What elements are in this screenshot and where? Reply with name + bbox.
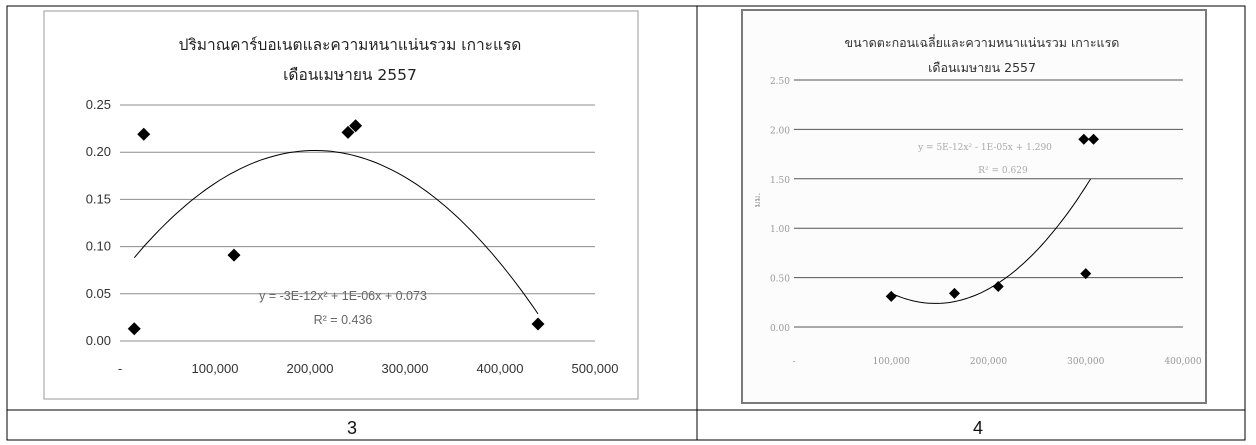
chart-3-data-point (227, 248, 241, 262)
chart-3-equation: y = -3E-12x² + 1E-06x + 0.073 (259, 289, 427, 303)
chart-4-trendline (891, 178, 1092, 304)
chart-3-gridlines (120, 104, 595, 342)
chart-3-data-point (531, 317, 545, 331)
chart-4-data-point (885, 290, 897, 302)
chart-3-x-tick-label: 300,000 (382, 361, 429, 376)
chart-4-y-tick-label: 0.00 (770, 324, 790, 334)
chart-4-y-tick-label: 1.00 (770, 225, 790, 235)
chart-3-data-point (137, 127, 151, 141)
chart-3-data-point (341, 125, 355, 139)
chart-3-y-tick-label: 0.05 (86, 286, 111, 301)
chart-3-x-tick-label: 500,000 (572, 361, 619, 376)
chart-4-y-tick-label: 2.00 (770, 126, 790, 136)
chart-3-x-tick-label: 400,000 (477, 361, 524, 376)
chart-4-points (885, 133, 1100, 302)
chart-4-y-tick-label: 1.50 (770, 176, 790, 186)
chart-4-data-point (1080, 268, 1092, 280)
chart-3-x-tick-label: 100,000 (192, 361, 239, 376)
caption-4: 4 (973, 418, 983, 438)
chart-4-gridlines (794, 79, 1183, 328)
chart-3-frame (43, 10, 639, 400)
chart-3-x-tick-label: - (118, 361, 122, 376)
chart-4-equation: y = 5E-12x² - 1E-05x + 1.290 (917, 143, 1052, 153)
chart-4-x-tick-labels: - 100,000 200,000 300,000 400,000 (792, 357, 1201, 367)
chart-4-x-tick-label: - (792, 357, 795, 367)
chart-4-data-point (1078, 133, 1090, 145)
chart-4-x-tick-label: 100,000 (873, 357, 910, 367)
chart-3-y-tick-label: 0.10 (86, 239, 111, 254)
chart-4-data-point (992, 280, 1004, 292)
chart-4-frame (741, 9, 1207, 404)
chart-4-r-squared: R² = 0.629 (978, 166, 1028, 176)
chart-3-x-tick-label: 200,000 (287, 361, 334, 376)
chart-4-data-point (1088, 133, 1100, 145)
chart-3-y-tick-labels: 0.00 0.05 0.10 0.15 0.20 0.25 (86, 97, 111, 348)
chart-4-y-axis-label: มม. (753, 193, 763, 208)
chart-4-y-tick-label: 2.50 (770, 77, 790, 87)
chart-4-x-tick-label: 200,000 (970, 357, 1007, 367)
chart-3-title: ปริมาณคาร์บอเนตและความหนาแน่นรวม เกาะแรด (179, 36, 522, 54)
chart-3-y-tick-label: 0.15 (86, 191, 111, 206)
chart-4-x-tick-label: 300,000 (1067, 357, 1104, 367)
chart-3-data-point (127, 322, 141, 336)
table-border (6, 5, 1246, 441)
chart-3-data-point (349, 119, 363, 133)
chart-3-y-tick-label: 0.25 (86, 97, 111, 112)
chart-3-subtitle: เดือนเมษายน 2557 (283, 66, 417, 84)
chart-4-x-tick-label: 400,000 (1164, 357, 1201, 367)
chart-4-y-tick-label: 0.50 (770, 275, 790, 285)
chart-3-points (127, 119, 545, 336)
chart-4-subtitle: เดือนเมษายน 2557 (928, 60, 1036, 75)
chart-4-data-point (948, 287, 960, 299)
chart-3-trendline (133, 150, 539, 315)
chart-3-y-tick-label: 0.00 (86, 333, 111, 348)
caption-3: 3 (347, 418, 357, 438)
chart-3-r-squared: R² = 0.436 (314, 313, 373, 327)
chart-3-x-tick-labels: - 100,000 200,000 300,000 400,000 500,000 (118, 361, 619, 376)
chart-4-y-tick-labels: 0.00 0.50 1.00 1.50 2.00 2.50 (770, 77, 790, 334)
chart-4-title: ขนาดตะกอนเฉลี่ยและความหนาแน่นรวม เกาะแรด (845, 34, 1120, 50)
chart-3-y-tick-label: 0.20 (86, 144, 111, 159)
